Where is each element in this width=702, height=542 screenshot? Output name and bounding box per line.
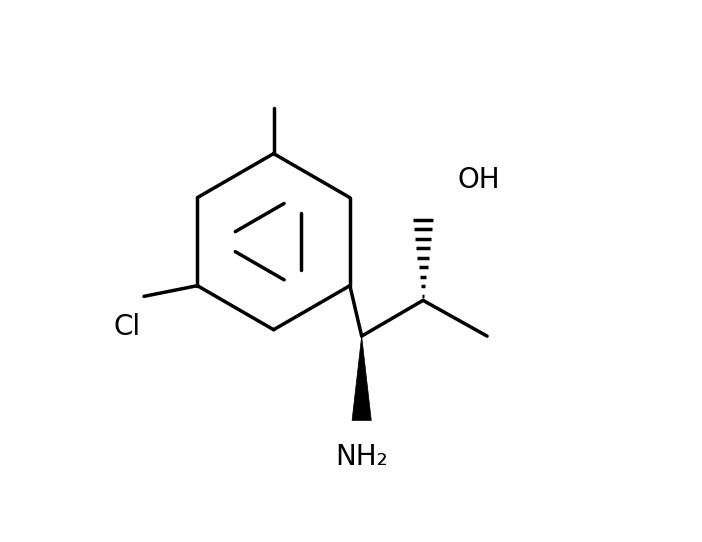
Polygon shape (352, 336, 371, 421)
Text: Cl: Cl (113, 313, 140, 341)
Text: NH₂: NH₂ (336, 443, 388, 471)
Text: OH: OH (458, 166, 501, 194)
